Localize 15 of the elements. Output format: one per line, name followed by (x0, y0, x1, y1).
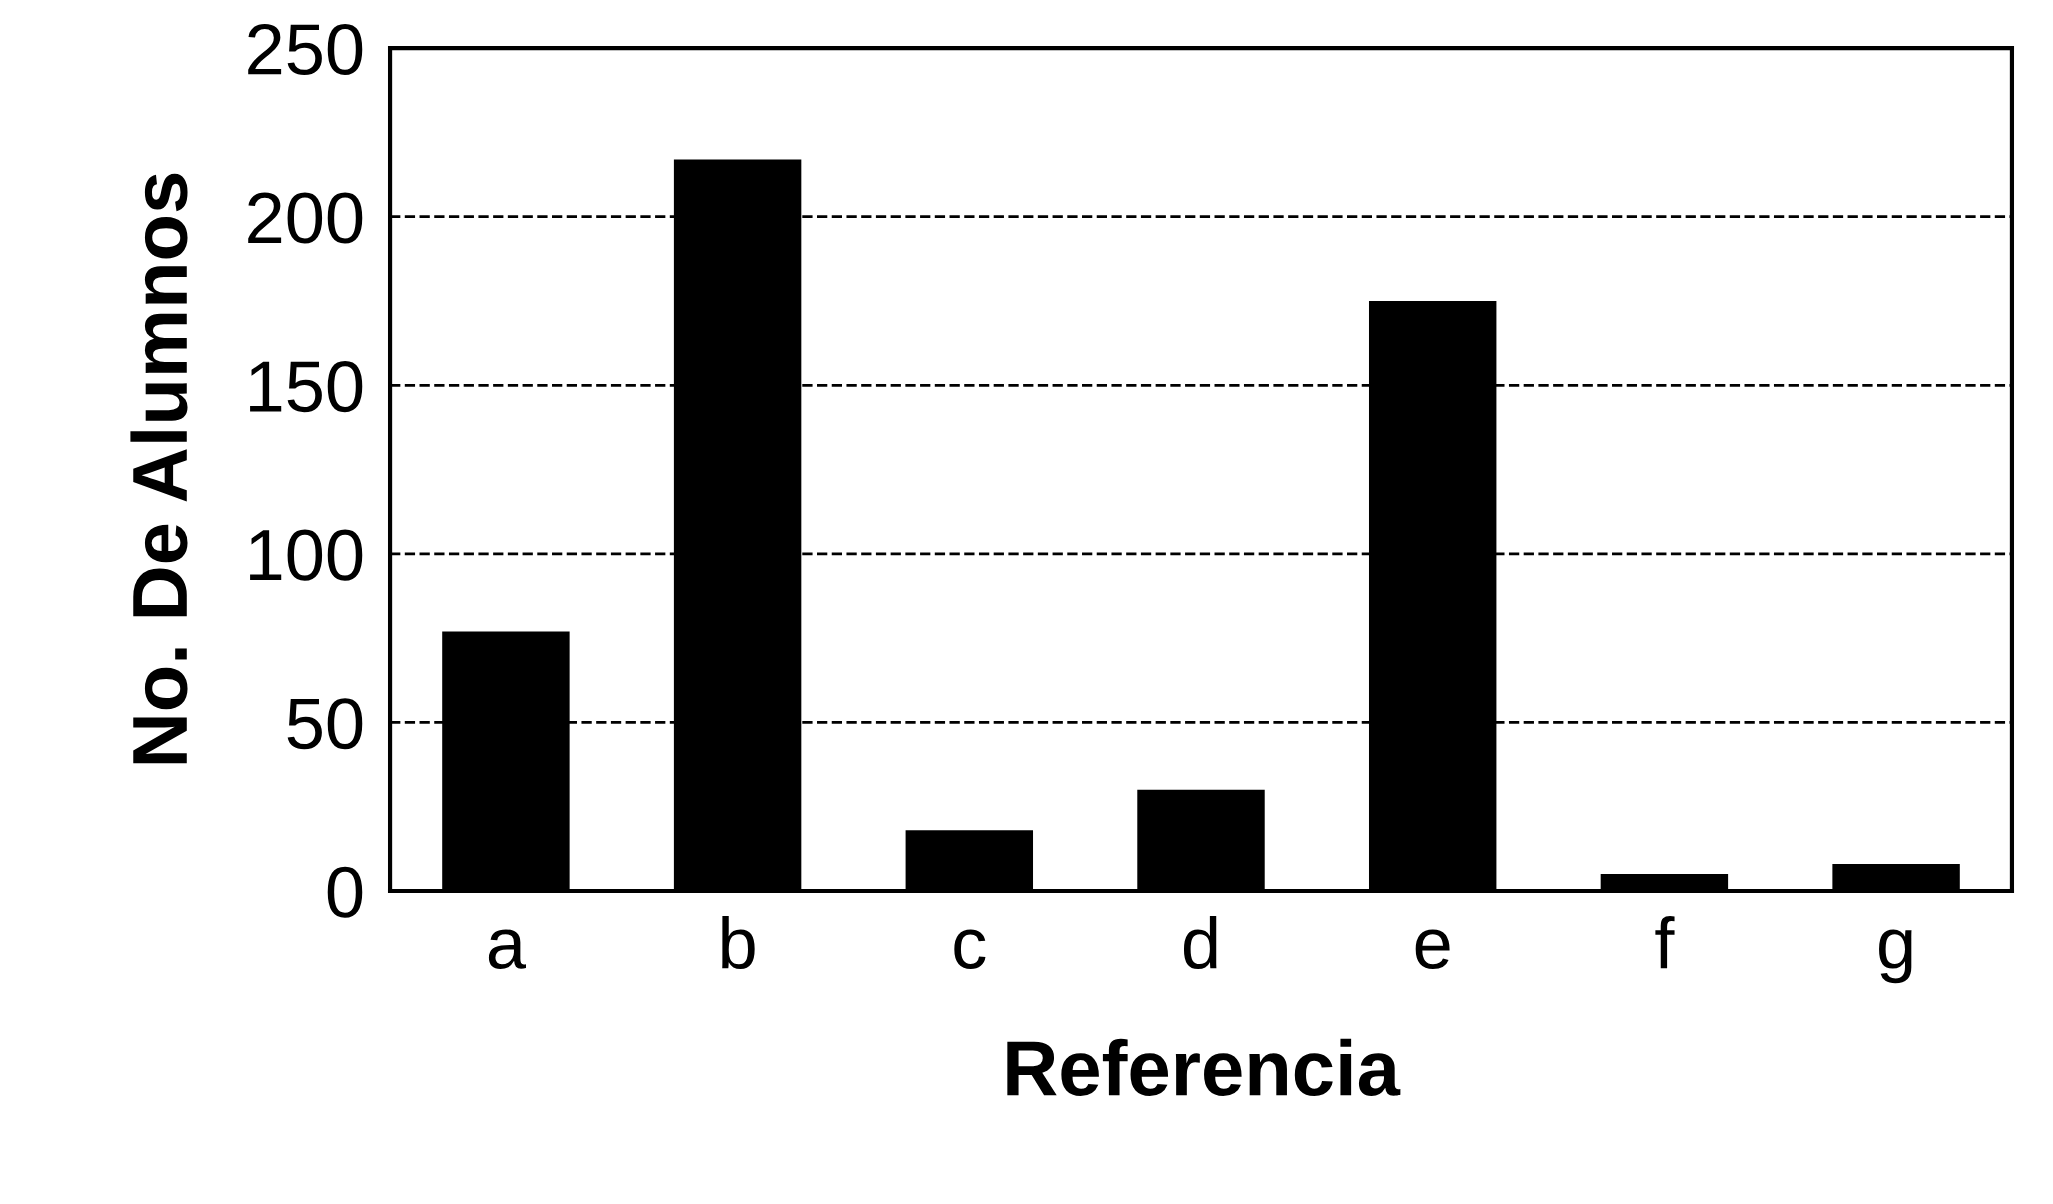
y-tick-label: 150 (250, 361, 363, 413)
x-tick-label: f (1655, 916, 1675, 969)
x-tick-label: b (722, 915, 755, 970)
x-axis-title: Referencia (1007, 1038, 1401, 1096)
y-tick-label: 50 (287, 698, 363, 750)
x-tick-label: c (954, 929, 986, 970)
x-tick-label: e (1415, 929, 1450, 970)
y-tick-label: 0 (327, 866, 363, 918)
x-tick-label: a (488, 929, 526, 970)
y-tick-label: 250 (248, 23, 363, 76)
x-tick-label: g (1879, 929, 1912, 984)
y-tick-label: 200 (248, 192, 363, 244)
y-axis-title: No. De Alumnos (130, 173, 188, 764)
y-tick-label: 100 (250, 529, 363, 581)
x-tick-label: d (1183, 915, 1217, 970)
